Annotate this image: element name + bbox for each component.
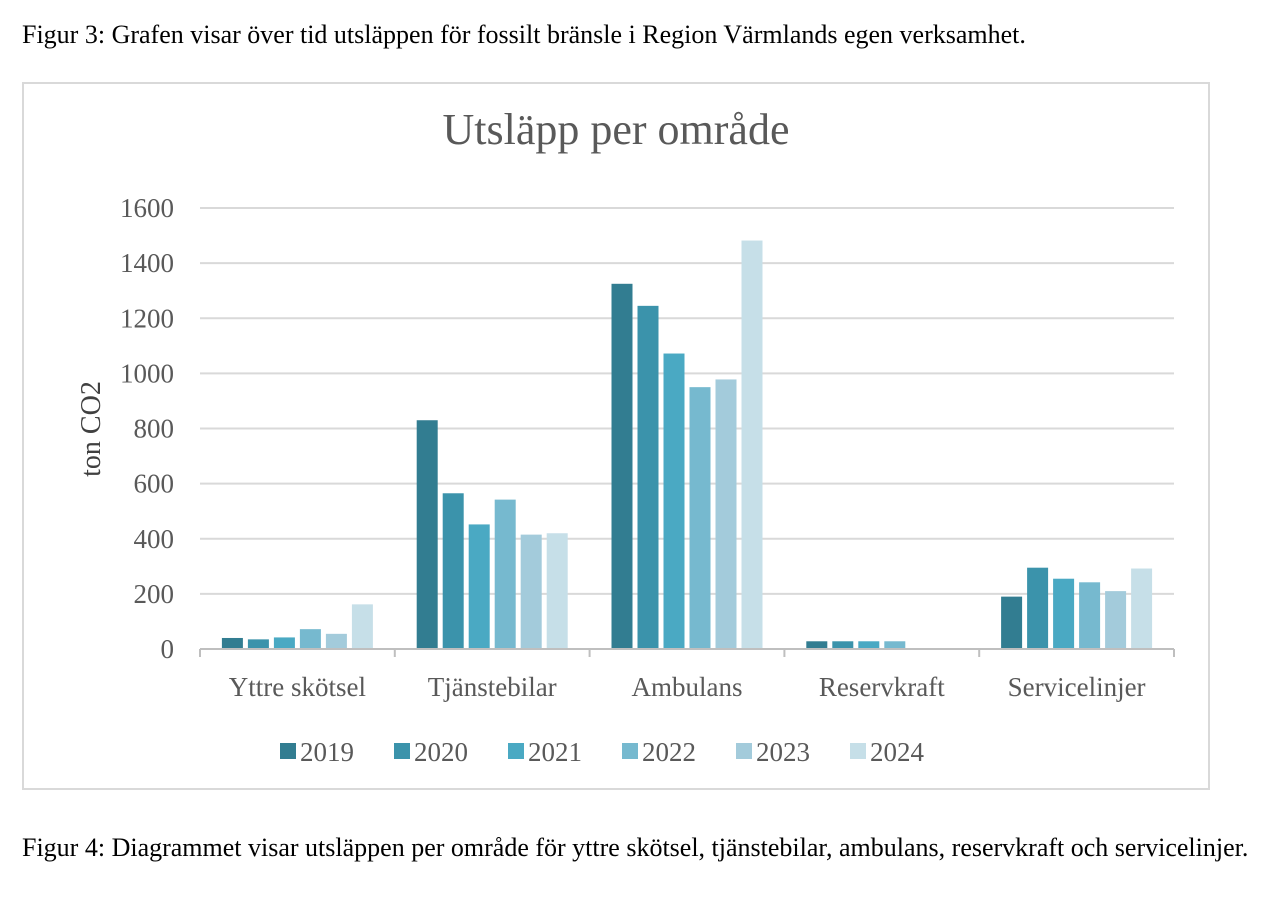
bar-2023-servicelinjer xyxy=(1105,591,1127,649)
bar-2019-servicelinjer xyxy=(1001,596,1023,649)
y-axis-label: ton CO2 xyxy=(76,381,107,477)
bar-2019-tjänstebilar xyxy=(416,420,438,649)
axes: 0 200 400 600 800 1000 1200 1400 1600 Yttre sköts… xyxy=(120,193,1175,702)
bar-2021-tjänstebilar xyxy=(468,524,490,649)
figure-4-caption: Figur 4: Diagrammet visar utsläppen per … xyxy=(22,833,1249,862)
bar-2022-tjänstebilar xyxy=(494,499,516,649)
x-tick-label: Tjänstebilar xyxy=(428,672,557,702)
y-tick-label: 800 xyxy=(134,414,175,444)
y-tick-label: 400 xyxy=(134,524,175,554)
bar-2022-yttre-skötsel xyxy=(299,629,321,649)
bar-2020-reservkraft xyxy=(832,641,854,649)
bar-2019-reservkraft xyxy=(806,641,828,649)
bar-2023-yttre-skötsel xyxy=(325,633,347,649)
y-tick-label: 600 xyxy=(134,469,175,499)
legend-label-2021: 2021 xyxy=(528,737,582,767)
bar-2021-yttre-skötsel xyxy=(273,637,295,649)
bar-2023-tjänstebilar xyxy=(520,534,542,649)
chart-frame: 0 200 400 600 800 1000 1200 1400 1600 Yttre sköts… xyxy=(22,82,1210,790)
y-tick-label: 200 xyxy=(134,579,175,609)
bar-2024-ambulans xyxy=(741,240,763,649)
bar-2019-yttre-skötsel xyxy=(221,637,243,649)
bar-2021-ambulans xyxy=(663,353,685,649)
y-tick-label: 0 xyxy=(161,634,175,664)
y-tick-label: 1600 xyxy=(120,193,174,223)
x-tick-label: Yttre skötsel xyxy=(229,672,366,702)
y-tick-label: 1000 xyxy=(120,358,174,388)
legend-swatch-2021 xyxy=(508,743,524,759)
legend-label-2024: 2024 xyxy=(870,737,925,767)
bar-2024-tjänstebilar xyxy=(546,533,568,649)
bar-2024-servicelinjer xyxy=(1131,568,1153,649)
y-tick-label: 1400 xyxy=(120,248,174,278)
bars xyxy=(221,240,1153,649)
bar-2021-reservkraft xyxy=(858,641,880,649)
y-tick-label: 1200 xyxy=(120,303,174,333)
figure-3-caption: Figur 3: Grafen visar över tid utsläppen… xyxy=(22,20,1026,49)
bar-2020-tjänstebilar xyxy=(442,493,464,649)
x-tick-label: Servicelinjer xyxy=(1008,672,1146,702)
legend-swatch-2023 xyxy=(736,743,752,759)
bar-2021-servicelinjer xyxy=(1053,578,1075,649)
bar-2020-servicelinjer xyxy=(1027,567,1049,649)
bar-2022-servicelinjer xyxy=(1079,582,1101,649)
bar-2022-ambulans xyxy=(689,387,711,649)
bar-2019-ambulans xyxy=(611,283,633,649)
legend-label-2023: 2023 xyxy=(756,737,810,767)
bar-2022-reservkraft xyxy=(884,641,906,649)
legend-swatch-2022 xyxy=(622,743,638,759)
legend-label-2022: 2022 xyxy=(642,737,696,767)
chart-title: Utsläpp per område xyxy=(443,105,790,154)
legend-swatch-2020 xyxy=(394,743,410,759)
bar-2020-yttre-skötsel xyxy=(247,639,269,649)
legend-swatch-2019 xyxy=(280,743,296,759)
legend-label-2020: 2020 xyxy=(414,737,468,767)
bar-2023-ambulans xyxy=(715,379,737,649)
bar-2020-ambulans xyxy=(637,305,659,649)
x-tick-label: Reservkraft xyxy=(819,672,945,702)
legend: 2019 2020 2021 2022 2023 2024 xyxy=(280,737,925,767)
legend-swatch-2024 xyxy=(850,743,866,759)
bar-chart: 0 200 400 600 800 1000 1200 1400 1600 Yttre sköts… xyxy=(76,105,1175,767)
x-tick-label: Ambulans xyxy=(632,672,743,702)
legend-label-2019: 2019 xyxy=(300,737,354,767)
bar-2024-yttre-skötsel xyxy=(351,604,373,649)
gridlines xyxy=(200,207,1174,595)
